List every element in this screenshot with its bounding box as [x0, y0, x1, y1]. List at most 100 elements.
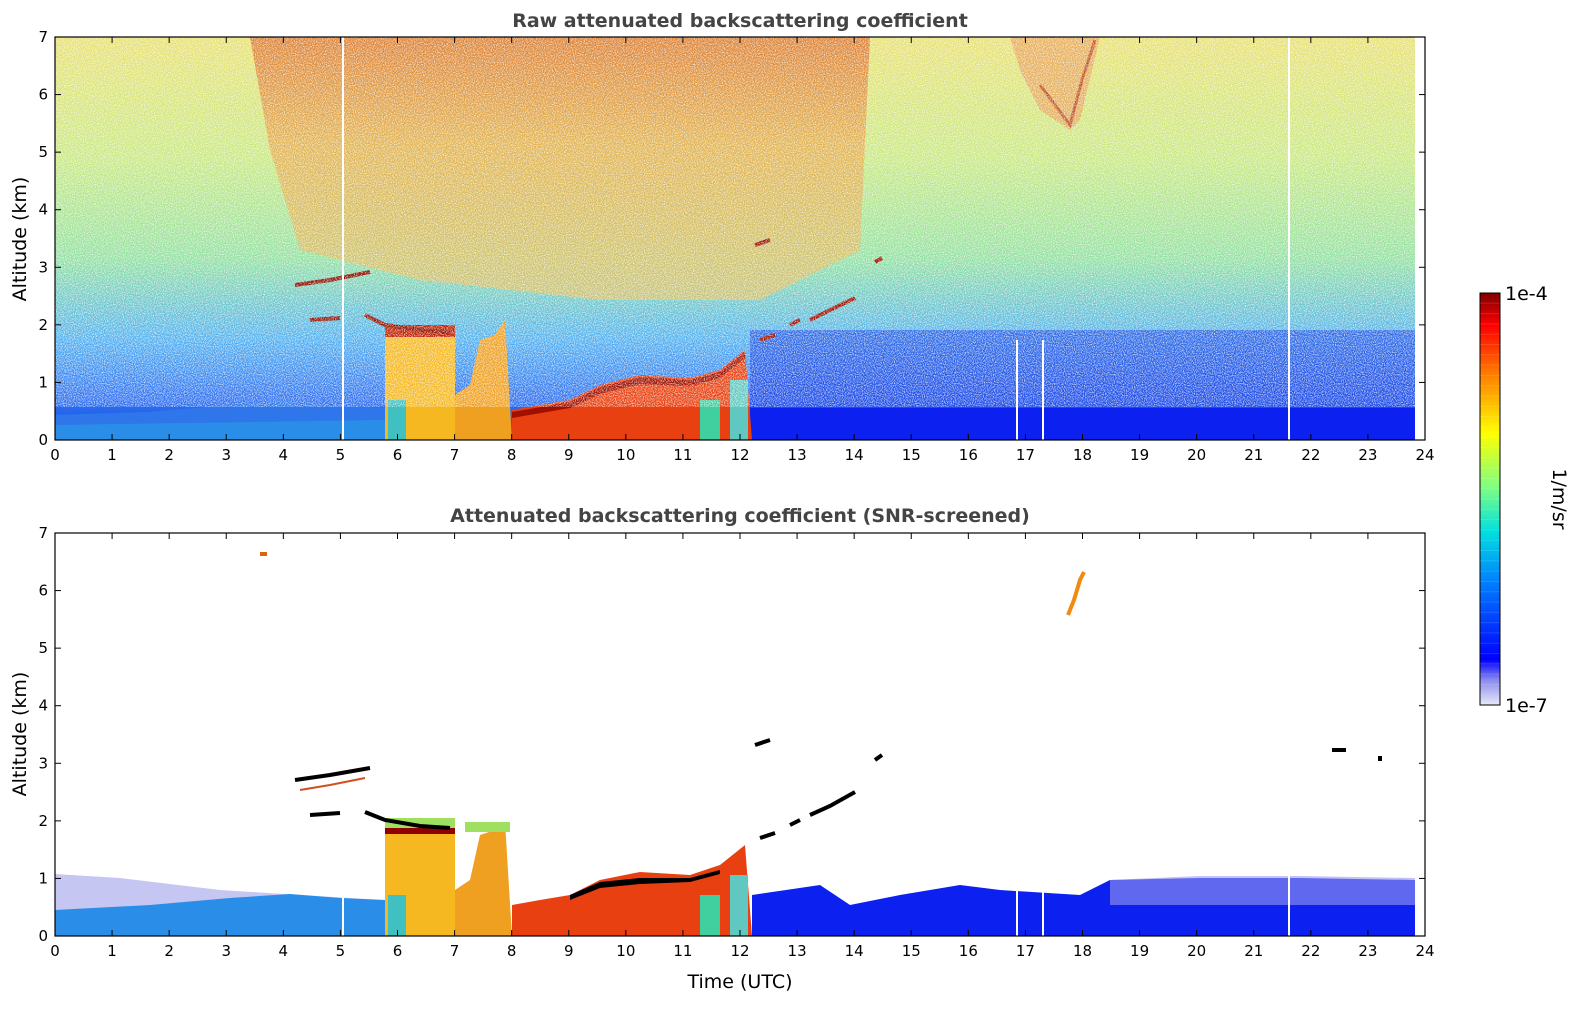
snr-x-tick-label: 21 [1244, 942, 1263, 960]
snr-y-tick-label: 5 [38, 639, 48, 657]
snr-y-ticks: 0 1 2 3 4 5 6 7 [38, 524, 1425, 945]
snr-x-tick-label: 17 [1016, 942, 1035, 960]
snr-plume-dot [260, 552, 267, 556]
raw-panel-title: Raw attenuated backscattering coefficien… [512, 10, 968, 32]
raw-x-tick-label: 12 [730, 446, 749, 464]
colorbar-min-label: 1e-7 [1505, 695, 1548, 717]
raw-x-tick-label: 24 [1415, 446, 1434, 464]
snr-cloud-block-1-base [388, 895, 406, 936]
raw-x-tick-label: 7 [450, 446, 460, 464]
snr-boundary-layer-left [55, 894, 385, 936]
raw-x-tick-label: 22 [1301, 446, 1320, 464]
snr-cloud-block-1-edge [385, 828, 455, 834]
raw-y-tick-label: 4 [38, 201, 48, 219]
snr-cloud-block-2-top [465, 822, 510, 832]
snr-cloud-band-3 [512, 845, 752, 936]
raw-x-tick-label: 18 [1073, 446, 1092, 464]
raw-no-data-strip [1415, 37, 1425, 440]
raw-x-tick-label: 0 [50, 446, 60, 464]
raw-x-tick-label: 21 [1244, 446, 1263, 464]
raw-x-tick-label: 9 [564, 446, 574, 464]
raw-x-tick-label: 19 [1130, 446, 1149, 464]
snr-y-tick-label: 1 [38, 869, 48, 887]
snr-x-tick-label: 11 [673, 942, 692, 960]
raw-speckle-noise [55, 37, 1415, 407]
snr-x-tick-label: 7 [450, 942, 460, 960]
raw-y-tick-label: 3 [38, 258, 48, 276]
snr-panel-title: Attenuated backscattering coefficient (S… [450, 505, 1030, 527]
raw-heatmap-image [55, 37, 1425, 440]
snr-x-tick-label: 9 [564, 942, 574, 960]
raw-x-tick-label: 17 [1016, 446, 1035, 464]
snr-x-tick-label: 0 [50, 942, 60, 960]
snr-x-tick-label: 10 [616, 942, 635, 960]
colorbar-bands [1480, 302, 1500, 696]
raw-x-tick-label: 1 [107, 446, 117, 464]
snr-y-tick-label: 2 [38, 812, 48, 830]
snr-x-tick-label: 8 [507, 942, 517, 960]
snr-screened-panel: Attenuated backscattering coefficient (S… [9, 505, 1435, 993]
snr-x-tick-label: 6 [393, 942, 403, 960]
raw-x-tick-label: 14 [845, 446, 864, 464]
raw-cloud-block-1-base [388, 400, 406, 440]
snr-y-tick-label: 3 [38, 754, 48, 772]
colorbar-max-label: 1e-4 [1505, 283, 1548, 305]
snr-x-tick-label: 16 [959, 942, 978, 960]
snr-y-tick-label: 4 [38, 697, 48, 715]
raw-x-ticks: 0 1 2 3 4 5 6 7 8 9 10 11 12 13 14 15 16 17 18 19 20 21 22 23 24 [50, 37, 1435, 464]
snr-x-ticks: 0 1 2 3 4 5 6 7 8 9 10 11 12 13 14 15 16 17 18 19 20 21 22 23 24 [50, 533, 1435, 960]
raw-y-tick-label: 7 [38, 28, 48, 46]
snr-cloud-block-2 [455, 822, 512, 936]
snr-boundary-layer-right-haze [1110, 876, 1415, 905]
snr-x-tick-label: 1 [107, 942, 117, 960]
snr-y-tick-label: 0 [38, 927, 48, 945]
colorbar-unit-label: 1/m/sr [1548, 468, 1570, 529]
snr-y-tick-label: 7 [38, 524, 48, 542]
raw-cloud-cyan-1 [700, 400, 720, 440]
snr-x-tick-label: 24 [1415, 942, 1434, 960]
raw-x-tick-label: 2 [164, 446, 174, 464]
snr-x-tick-label: 4 [279, 942, 289, 960]
raw-y-tick-label: 2 [38, 316, 48, 334]
raw-x-tick-label: 23 [1358, 446, 1377, 464]
snr-x-tick-label: 5 [336, 942, 346, 960]
snr-cloud-patch [1378, 756, 1382, 761]
snr-gap-line [1016, 870, 1018, 936]
snr-plume [1066, 571, 1086, 616]
x-axis-label: Time (UTC) [686, 971, 792, 993]
snr-x-tick-label: 15 [902, 942, 921, 960]
raw-y-axis-label: Altitude (km) [9, 177, 31, 302]
raw-x-tick-label: 3 [221, 446, 231, 464]
snr-y-axis-label: Altitude (km) [9, 672, 31, 797]
snr-x-tick-label: 19 [1130, 942, 1149, 960]
snr-cloud-cyan-2 [730, 875, 748, 936]
snr-x-tick-label: 14 [845, 942, 864, 960]
snr-y-tick-label: 6 [38, 582, 48, 600]
snr-heatmap-image [55, 533, 1425, 936]
raw-y-tick-label: 5 [38, 143, 48, 161]
raw-backscatter-panel: Raw attenuated backscattering coefficien… [9, 10, 1435, 464]
raw-y-ticks: 0 1 2 3 4 5 6 7 [38, 28, 1425, 449]
snr-x-tick-label: 20 [1187, 942, 1206, 960]
snr-x-tick-label: 3 [221, 942, 231, 960]
snr-elevated-cloud-color [299, 777, 366, 791]
raw-x-tick-label: 5 [336, 446, 346, 464]
snr-x-tick-label: 23 [1358, 942, 1377, 960]
raw-y-tick-label: 0 [38, 431, 48, 449]
raw-x-tick-label: 20 [1187, 446, 1206, 464]
raw-x-tick-label: 16 [959, 446, 978, 464]
snr-rising-cloud [754, 738, 884, 840]
raw-x-tick-label: 10 [616, 446, 635, 464]
raw-y-tick-label: 1 [38, 373, 48, 391]
raw-x-tick-label: 15 [902, 446, 921, 464]
snr-cloud-patch [1332, 748, 1346, 752]
snr-cloud-cyan-1 [700, 895, 720, 936]
snr-x-tick-label: 2 [164, 942, 174, 960]
raw-x-tick-label: 6 [393, 446, 403, 464]
raw-x-tick-label: 11 [673, 446, 692, 464]
snr-cloud-band-3-top [570, 870, 720, 900]
snr-x-tick-label: 22 [1301, 942, 1320, 960]
colorbar: 1e-4 1e-7 1/m/sr [1479, 283, 1570, 717]
raw-x-tick-label: 8 [507, 446, 517, 464]
